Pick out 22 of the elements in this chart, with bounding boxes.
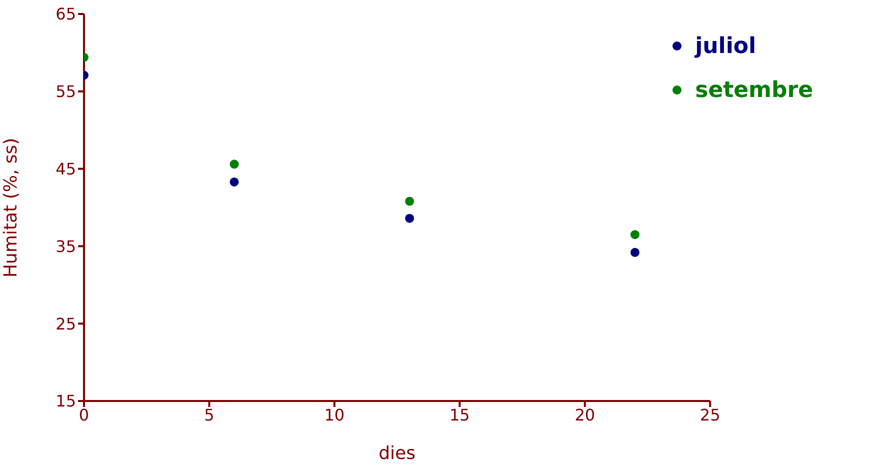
x-tick-label: 0: [78, 405, 90, 424]
x-tick-label: 25: [700, 405, 720, 424]
y-tick-label: 15: [56, 392, 76, 411]
y-tick-label: 35: [56, 236, 76, 256]
point: [630, 230, 640, 240]
y-tick-label: 65: [56, 4, 76, 24]
y-tick-label: 25: [56, 314, 76, 334]
point: [230, 160, 239, 169]
x-tick-label: 15: [449, 405, 470, 424]
point: [405, 214, 414, 223]
legend-label: setembre: [695, 78, 813, 102]
x-tick-label: 10: [324, 405, 345, 424]
point: [230, 177, 239, 186]
y-axis-title: Humitat (%, ss): [0, 138, 22, 278]
point: [405, 196, 414, 206]
x-tick-label: 20: [574, 405, 596, 424]
y-tick-label: 45: [56, 159, 76, 178]
legend-label: juliol: [695, 34, 756, 58]
y-tick-label: 55: [56, 82, 76, 102]
x-axis-title: dies: [378, 443, 416, 464]
point: [630, 248, 640, 257]
x-tick-label: 5: [204, 405, 214, 424]
